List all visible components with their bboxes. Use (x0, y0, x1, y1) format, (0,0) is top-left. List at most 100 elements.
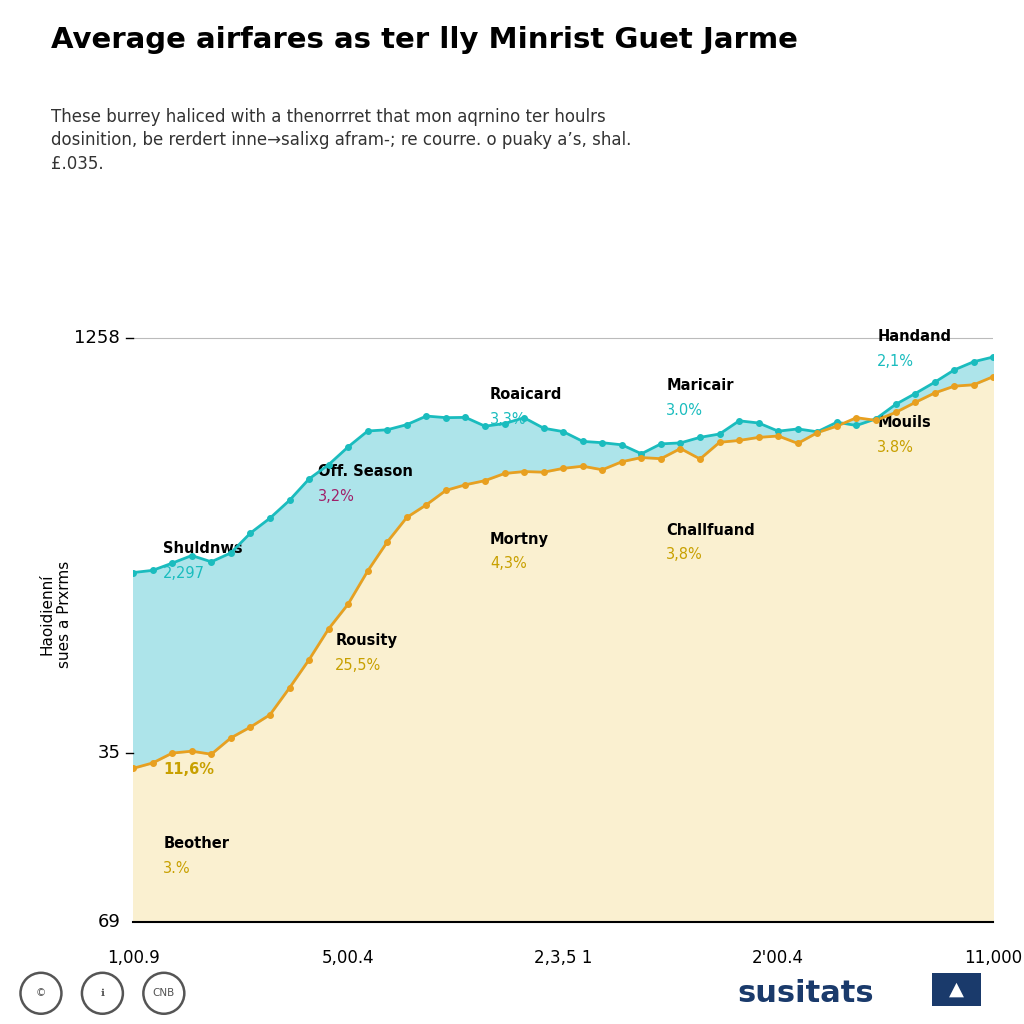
Text: Rousity: Rousity (335, 633, 397, 648)
Point (516, 464, 532, 480)
Text: Average airfares as ter lly Minrist Guet Jarme: Average airfares as ter lly Minrist Guet… (51, 26, 798, 53)
Point (458, 410, 474, 426)
Point (731, 432, 748, 449)
Point (477, 472, 494, 488)
Text: 1258: 1258 (75, 329, 120, 347)
Point (222, 730, 239, 746)
Point (183, 548, 200, 564)
Text: ©: © (36, 988, 46, 998)
Point (712, 434, 728, 451)
Point (985, 349, 1001, 366)
Point (809, 425, 825, 441)
Point (125, 564, 141, 581)
Point (867, 411, 884, 427)
Text: Maricair: Maricair (667, 378, 734, 393)
Point (321, 457, 337, 473)
Point (673, 435, 689, 452)
Text: These burrey haliced with a thenorrret that mon aqrnino ter houlrs
dosinition, b: These burrey haliced with a thenorrret t… (51, 108, 632, 173)
Point (458, 476, 474, 493)
Text: ℹ: ℹ (100, 988, 104, 998)
Point (751, 415, 767, 431)
Point (594, 434, 610, 451)
Point (888, 396, 904, 413)
Point (594, 462, 610, 478)
Point (770, 428, 786, 444)
Point (359, 423, 376, 439)
Point (731, 413, 748, 429)
Text: 3.8%: 3.8% (878, 439, 914, 455)
Point (946, 378, 963, 394)
Point (497, 465, 513, 481)
Point (262, 510, 279, 526)
Point (692, 429, 709, 445)
Text: 11,6%: 11,6% (163, 762, 214, 777)
Text: 3,3%: 3,3% (490, 412, 526, 427)
Point (613, 436, 630, 453)
Point (398, 417, 415, 433)
Point (321, 621, 337, 637)
Point (222, 545, 239, 561)
Text: 25,5%: 25,5% (335, 657, 382, 673)
Text: 2,1%: 2,1% (878, 353, 914, 369)
Text: ▲: ▲ (949, 980, 964, 998)
Text: Challfuand: Challfuand (667, 522, 755, 538)
Point (574, 433, 591, 450)
Point (712, 426, 728, 442)
Text: Roaicard: Roaicard (490, 387, 562, 402)
Point (966, 353, 982, 370)
Point (418, 497, 434, 513)
Point (555, 424, 571, 440)
Point (282, 680, 298, 696)
Text: 3.0%: 3.0% (667, 402, 703, 418)
Point (985, 369, 1001, 385)
Point (125, 760, 141, 776)
Point (203, 746, 219, 763)
Text: Mouils: Mouils (878, 415, 931, 430)
Point (340, 596, 356, 612)
Point (751, 429, 767, 445)
Point (633, 450, 649, 466)
Point (243, 719, 259, 735)
Text: Beother: Beother (163, 836, 229, 851)
Point (692, 451, 709, 467)
Point (613, 454, 630, 470)
Point (652, 435, 669, 452)
Point (633, 445, 649, 462)
Text: 4,3%: 4,3% (490, 556, 526, 571)
Point (398, 509, 415, 525)
Text: Haoidienní
sues a Prxrms: Haoidienní sues a Prxrms (40, 561, 72, 668)
Point (340, 438, 356, 455)
Point (927, 374, 943, 390)
Text: Shuldnws: Shuldnws (163, 541, 243, 556)
Point (379, 534, 395, 550)
Point (574, 458, 591, 474)
Text: Off. Season: Off. Season (318, 464, 413, 479)
Text: 5,00.4: 5,00.4 (322, 949, 375, 968)
Text: 35: 35 (97, 743, 120, 762)
Point (848, 418, 864, 434)
Point (946, 361, 963, 378)
Point (301, 471, 317, 487)
Text: Handand: Handand (878, 329, 951, 344)
Text: 11,000: 11,000 (965, 949, 1022, 968)
Point (790, 435, 806, 452)
Text: 3.%: 3.% (163, 860, 190, 876)
Point (144, 755, 161, 771)
Point (418, 408, 434, 424)
Point (437, 410, 454, 426)
Text: 1,00.9: 1,00.9 (106, 949, 160, 968)
Text: 2'00.4: 2'00.4 (753, 949, 804, 968)
Point (497, 416, 513, 432)
Point (282, 493, 298, 509)
Point (516, 410, 532, 426)
Point (144, 562, 161, 579)
Point (164, 744, 180, 761)
Point (790, 421, 806, 437)
Point (888, 404, 904, 421)
Point (652, 451, 669, 467)
Point (809, 424, 825, 440)
Point (164, 555, 180, 571)
Point (907, 394, 924, 411)
Point (828, 418, 845, 434)
Point (907, 385, 924, 401)
